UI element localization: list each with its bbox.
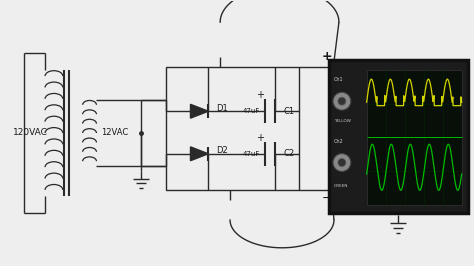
Bar — [366, 70, 462, 205]
Text: 12VAC: 12VAC — [100, 128, 128, 138]
Text: −: − — [322, 192, 332, 205]
Text: Ch2: Ch2 — [334, 139, 344, 144]
Text: Ch1: Ch1 — [334, 77, 344, 82]
Text: 47uF: 47uF — [243, 151, 261, 157]
Text: C2: C2 — [284, 149, 295, 158]
Text: +: + — [256, 133, 264, 143]
Text: C1: C1 — [284, 107, 295, 116]
Text: 47uF: 47uF — [243, 108, 261, 114]
Polygon shape — [191, 104, 208, 118]
Text: 120VAC: 120VAC — [13, 128, 47, 138]
Text: +: + — [256, 90, 264, 100]
Text: Load: Load — [345, 116, 363, 125]
Circle shape — [338, 97, 346, 105]
Circle shape — [338, 159, 346, 167]
Circle shape — [333, 154, 351, 172]
Text: 24VDC: 24VDC — [339, 67, 368, 76]
Bar — [166, 67, 300, 190]
Polygon shape — [191, 147, 208, 161]
Circle shape — [333, 92, 351, 110]
Text: GREEN: GREEN — [334, 184, 348, 188]
Text: D1: D1 — [216, 104, 228, 113]
Text: 300: 300 — [346, 132, 361, 141]
Text: +: + — [322, 50, 332, 63]
Text: D2: D2 — [216, 146, 228, 155]
Text: YELLOW: YELLOW — [334, 119, 351, 123]
Bar — [329, 60, 467, 213]
